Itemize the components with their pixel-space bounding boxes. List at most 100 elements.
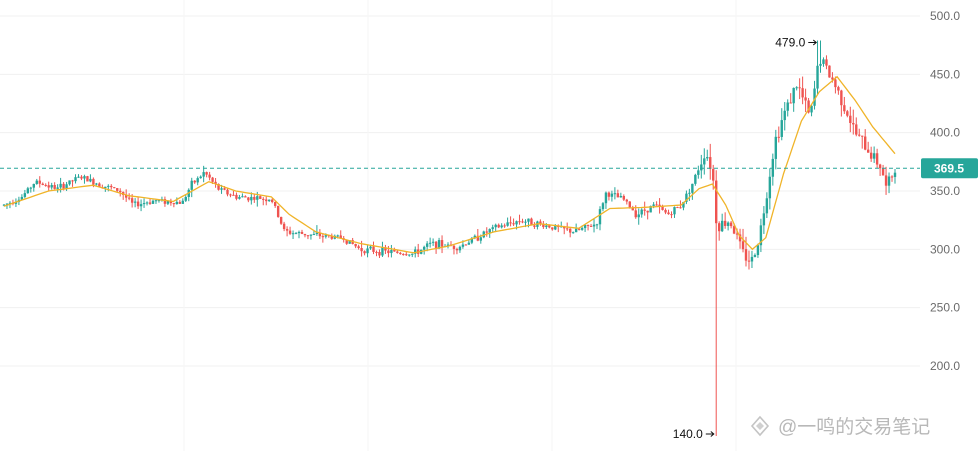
candle-body (196, 178, 199, 183)
candle-body (741, 241, 745, 250)
candle-body (858, 134, 861, 136)
candle-body (548, 225, 551, 228)
candle-body (74, 177, 77, 182)
candle-body (592, 224, 596, 227)
candle-body (80, 176, 83, 179)
candle-body (515, 221, 518, 225)
candle-body (253, 196, 256, 200)
candle-body (786, 102, 789, 111)
candle-body (256, 196, 259, 200)
candle-body (846, 111, 849, 116)
candle-body (759, 225, 763, 246)
candle-body (312, 234, 316, 236)
candle-body (649, 205, 652, 213)
candle-body (193, 180, 196, 183)
candle-body (321, 236, 325, 238)
candle-body (273, 202, 277, 206)
candle-body (151, 200, 155, 204)
candle-body (604, 192, 608, 204)
candle-body (107, 185, 110, 187)
candle-body (890, 176, 894, 178)
candle-body (390, 250, 393, 254)
candle-body (408, 254, 411, 256)
candle-body (726, 222, 730, 226)
candle-body (530, 218, 533, 226)
candle-body (119, 190, 122, 193)
candle-body (789, 102, 792, 104)
candle-body (768, 176, 772, 199)
candle-body (276, 205, 280, 217)
candle-body (864, 136, 867, 150)
candle-body (414, 249, 417, 254)
candle-body (756, 245, 760, 256)
candle-body (288, 230, 292, 234)
candle-body (527, 218, 530, 222)
candle-body (801, 88, 804, 98)
candle-body (77, 176, 80, 178)
high-annotation-arrow (808, 39, 818, 46)
candle-body (172, 203, 176, 205)
candle-body (688, 192, 691, 194)
candle-body (372, 246, 375, 252)
candle-body (226, 189, 229, 195)
candle-body (676, 207, 679, 209)
candle-body (643, 209, 646, 211)
candle-body (783, 110, 786, 121)
candle-body (5, 203, 9, 205)
candle-body (163, 199, 167, 204)
candle-body (68, 180, 71, 185)
candle-body (828, 65, 831, 78)
candle-body (461, 244, 465, 247)
candle-body (655, 204, 658, 206)
candle-body (586, 224, 590, 226)
candle-body (142, 203, 146, 205)
candle-body (62, 183, 65, 189)
candle-body (735, 233, 739, 235)
candle-body (747, 260, 751, 262)
candle-body (437, 240, 441, 249)
candle-body (607, 192, 611, 197)
candle-body (291, 233, 295, 235)
candle-body (396, 251, 399, 253)
candle-body (840, 90, 843, 106)
candle-body (178, 201, 182, 204)
candle-body (2, 204, 6, 206)
candle-body (38, 180, 41, 184)
candle-body (795, 87, 798, 89)
candle-body (893, 172, 897, 177)
candle-body (616, 193, 620, 198)
candle-body (268, 199, 271, 202)
candle-body (485, 231, 488, 233)
candle-body (843, 105, 846, 112)
candle-body (425, 243, 429, 247)
candles (2, 40, 897, 436)
grid-lines (0, 15, 920, 367)
y-tick-label: 250.0 (930, 301, 960, 315)
candle-body (646, 210, 649, 213)
candle-body (595, 224, 599, 226)
candle-body (589, 225, 593, 227)
candle-body (774, 136, 778, 159)
candle-body (330, 235, 333, 239)
candle-body (494, 224, 497, 228)
candle-body (220, 188, 223, 190)
candle-body (71, 180, 74, 182)
y-tick-label: 500.0 (930, 9, 960, 23)
candle-body (509, 222, 512, 224)
candle-body (294, 233, 298, 235)
candle-body (300, 231, 304, 234)
candle-body (452, 245, 456, 249)
candle-body (282, 223, 286, 230)
candle-body (124, 195, 128, 198)
candle-body (658, 204, 661, 207)
candle-body (297, 231, 301, 234)
candle-body (223, 188, 226, 190)
candle-body (369, 246, 372, 249)
candle-body (652, 204, 655, 206)
candle-body (309, 234, 313, 236)
candle-body (190, 180, 193, 190)
candle-body (568, 228, 572, 233)
candle-body (95, 183, 98, 185)
candle-body (717, 223, 721, 232)
candle-body (214, 181, 217, 184)
